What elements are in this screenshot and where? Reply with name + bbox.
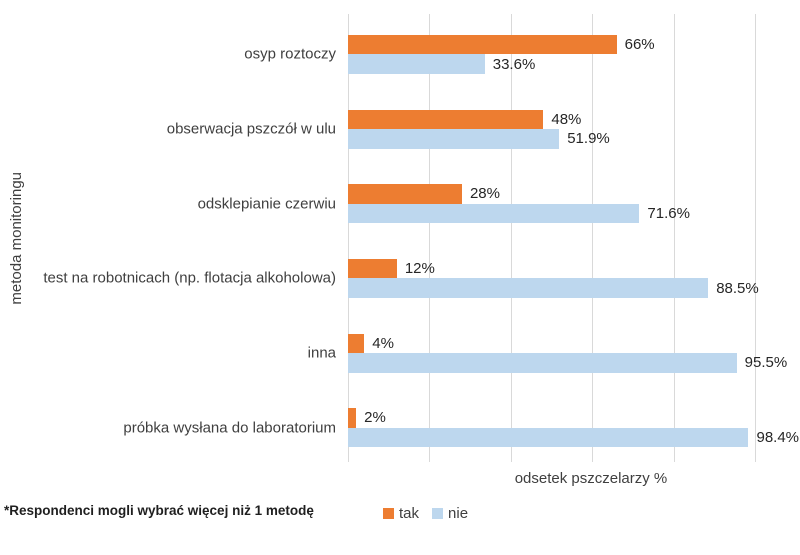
value-label: 4% — [372, 334, 394, 352]
gridline — [673, 14, 675, 462]
plot-area: 66% 33.6% 48% 51.9% 28% 71.6% 12% 88.5% 4% 95.5% 2… — [348, 14, 799, 462]
bar-nie — [348, 278, 709, 298]
gridline — [592, 14, 594, 462]
value-label: 12% — [404, 260, 435, 278]
bar-row-nie: 95.5% — [348, 353, 787, 373]
value-label: 28% — [469, 185, 500, 203]
legend-item-tak: tak — [383, 505, 419, 522]
bar-nie — [348, 353, 737, 373]
legend-swatch-tak — [383, 508, 394, 519]
category-label: obserwacja pszczół w ulu — [166, 120, 336, 138]
gridline — [755, 14, 756, 462]
gridline — [348, 14, 349, 462]
category-label: inna — [307, 344, 336, 362]
gridline — [510, 14, 512, 462]
value-label: 66% — [624, 36, 655, 54]
legend-item-nie: nie — [432, 505, 468, 522]
category-label: osyp roztoczy — [244, 45, 336, 63]
value-label: 33.6% — [492, 55, 536, 73]
gridline — [429, 14, 431, 462]
legend-label-nie: nie — [448, 505, 469, 522]
bar-row-tak: 4% — [348, 333, 755, 353]
bar-row-tak: 66% — [348, 34, 755, 55]
bar-row-nie: 98.4% — [348, 427, 799, 448]
bar-tak — [348, 408, 357, 428]
bar-tak — [348, 258, 397, 279]
bar-row-nie: 71.6% — [348, 203, 755, 224]
bar-tak — [348, 184, 462, 204]
bar-nie — [348, 427, 749, 448]
bar-row-tak: 2% — [348, 408, 755, 428]
category-axis: osyp roztoczy obserwacja pszczół w ulu ods… — [0, 14, 336, 462]
bar-nie — [348, 129, 560, 149]
bar-nie — [348, 203, 640, 224]
value-label: 48% — [551, 110, 582, 128]
bar-row-tak: 12% — [348, 258, 755, 279]
legend: tak nie — [383, 505, 468, 522]
bar-row-nie: 33.6% — [348, 54, 755, 74]
value-label: 98.4% — [756, 428, 800, 446]
bar-nie — [348, 54, 485, 74]
category-label: próbka wysłana do laboratorium — [123, 419, 336, 437]
bar-tak — [348, 34, 617, 55]
value-label: 95.5% — [744, 354, 788, 372]
value-label: 2% — [364, 409, 386, 427]
bar-row-nie: 88.5% — [348, 278, 759, 298]
x-axis-title: odsetek pszczelarzy % — [514, 470, 668, 487]
category-label: test na robotnicach (np. flotacja alkoho… — [43, 269, 336, 287]
legend-swatch-nie — [432, 508, 444, 519]
value-label: 71.6% — [647, 204, 690, 222]
bar-tak — [348, 333, 365, 353]
bar-row-tak: 28% — [348, 184, 755, 204]
bar-row-tak: 48% — [348, 109, 755, 129]
footnote: *Respondenci mogli wybrać więcej niż 1 m… — [4, 503, 314, 518]
value-label: 51.9% — [567, 130, 610, 148]
legend-label-tak: tak — [399, 505, 420, 522]
value-label: 88.5% — [716, 279, 759, 297]
bar-tak — [348, 109, 544, 129]
category-label: odsklepianie czerwiu — [197, 195, 336, 213]
bar-row-nie: 51.9% — [348, 129, 755, 149]
